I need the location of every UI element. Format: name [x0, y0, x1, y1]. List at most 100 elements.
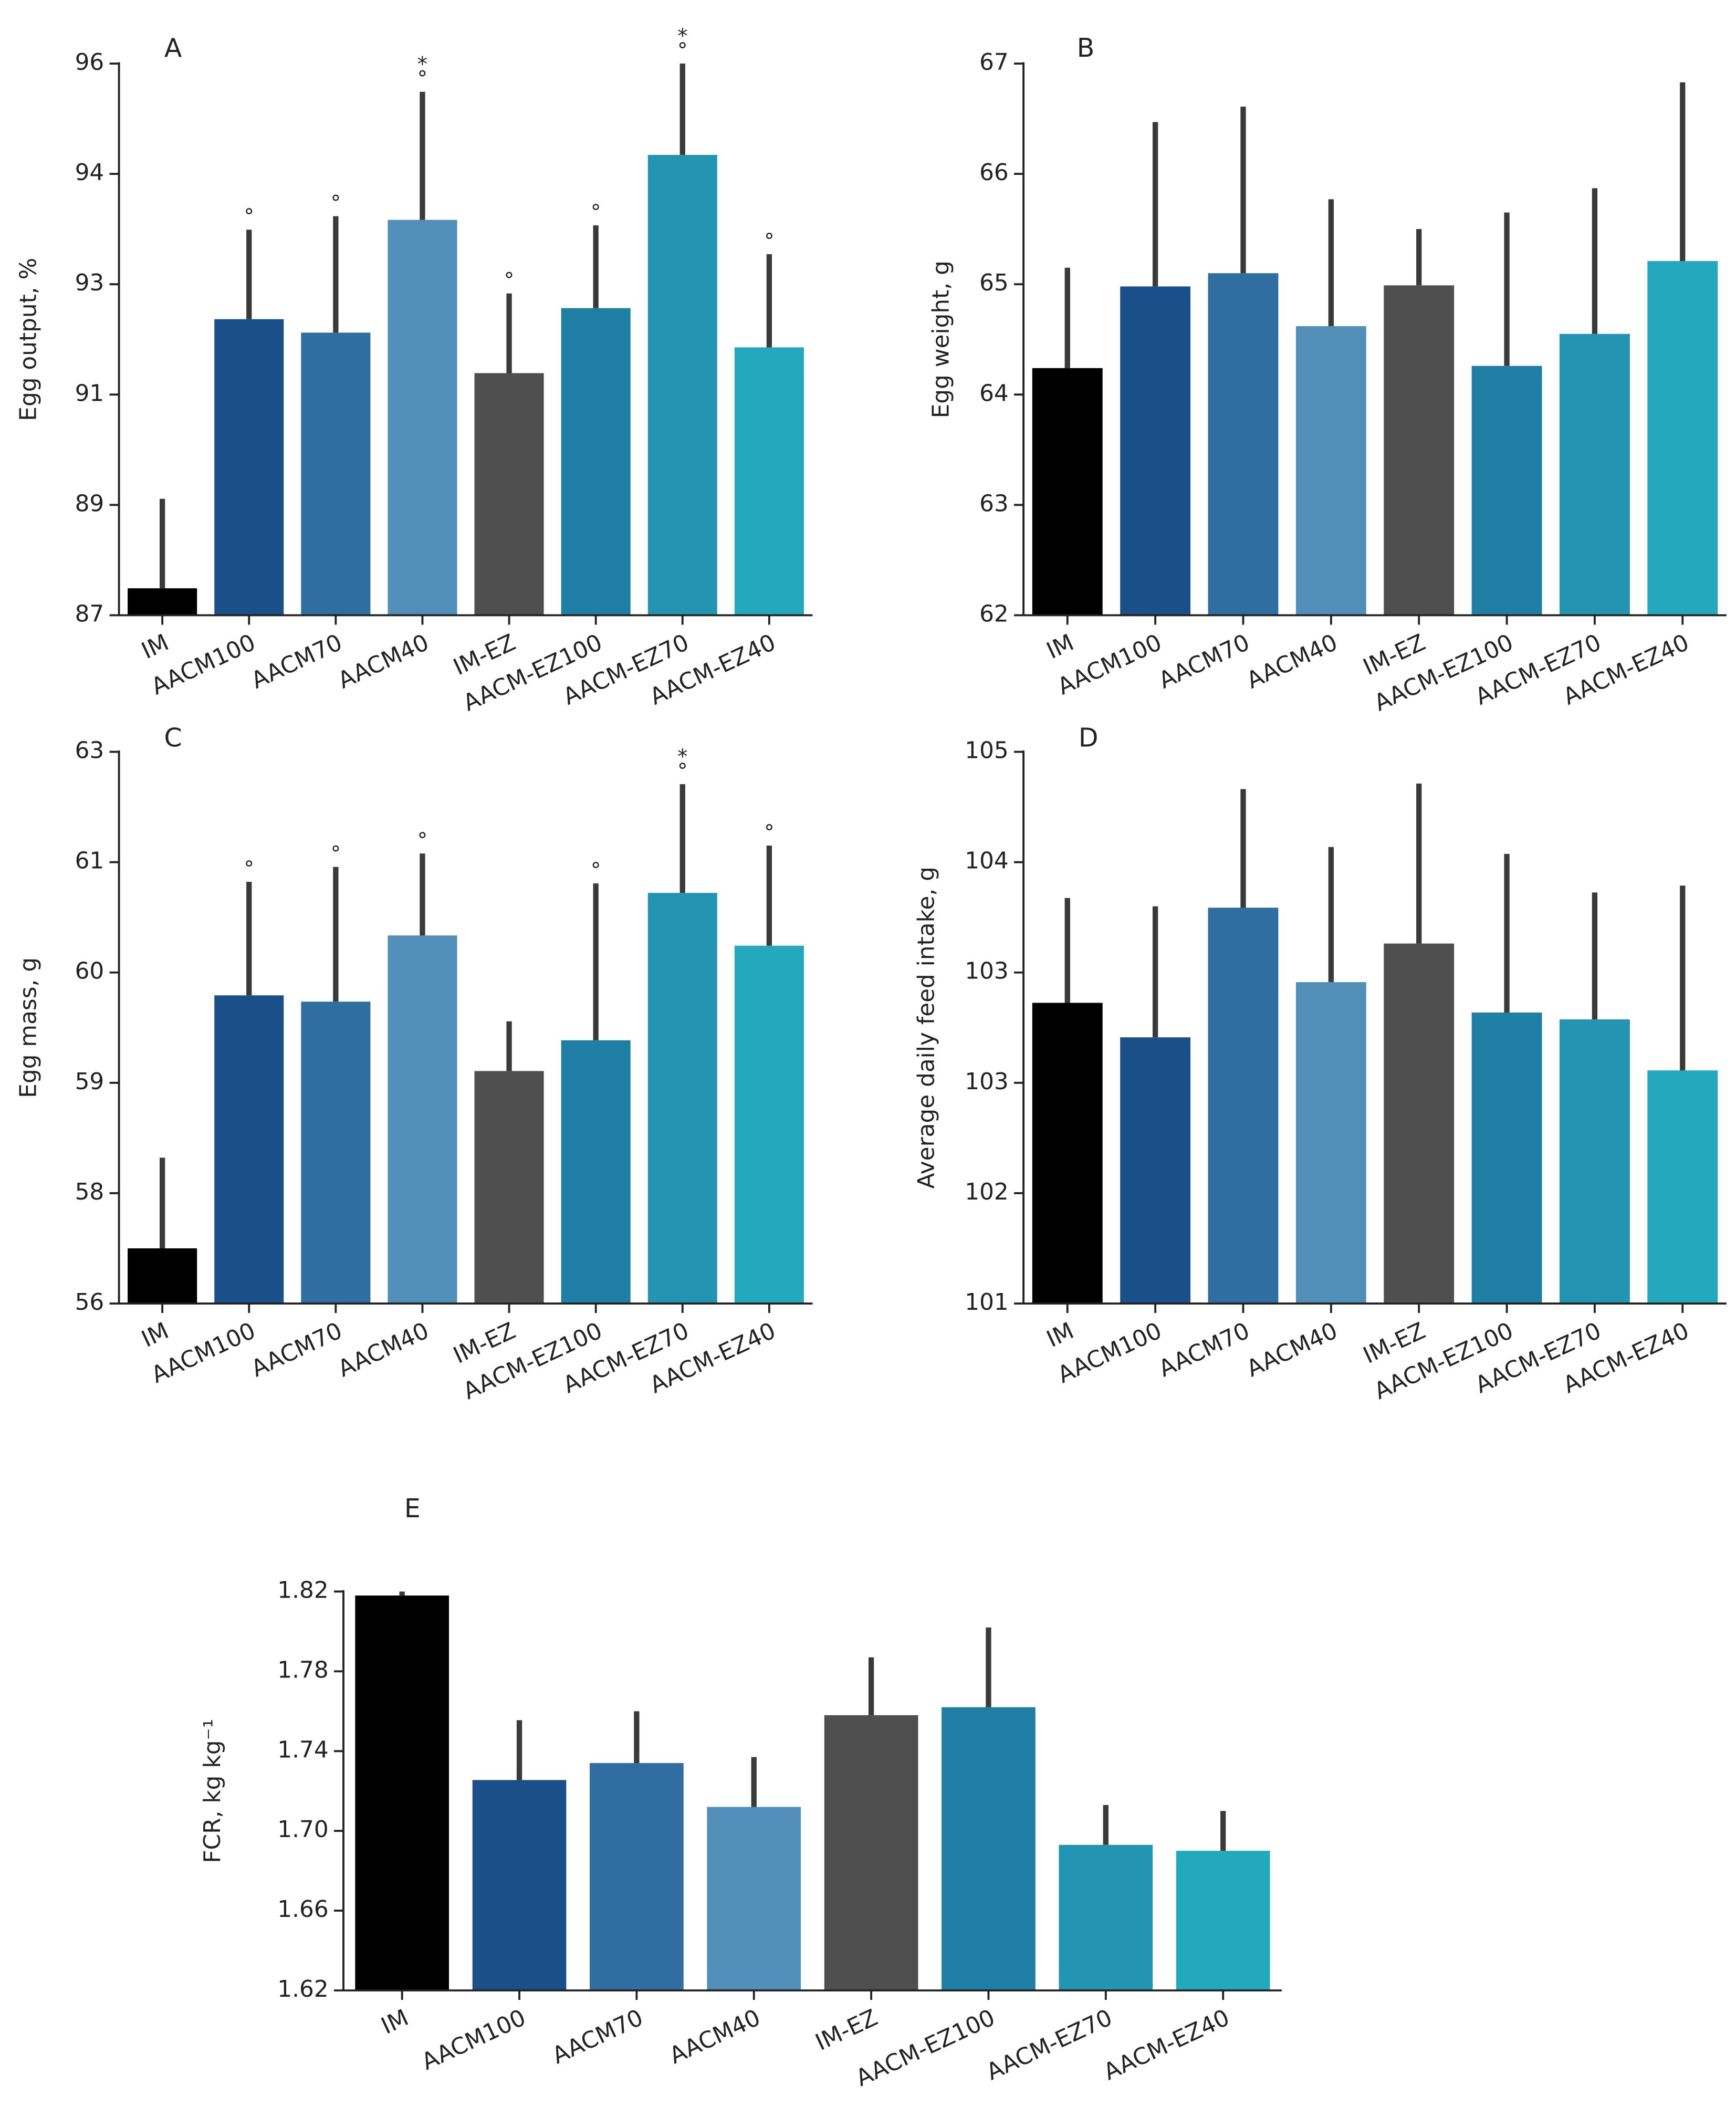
bar: [734, 945, 804, 1304]
significance-mark: °: [324, 842, 348, 856]
y-tick-label: 1.78: [277, 1656, 328, 1683]
y-tick-label: 87: [75, 601, 104, 628]
y-tick-label: 104: [965, 848, 1009, 874]
y-tick-label: 103: [965, 958, 1009, 985]
bar: [1032, 368, 1103, 616]
y-tick-label: 63: [979, 490, 1009, 517]
bar: [561, 308, 631, 616]
y-tick-label: 105: [965, 737, 1009, 764]
bar: [214, 995, 284, 1304]
bar: [388, 935, 457, 1304]
significance-mark: °: [584, 859, 608, 873]
x-tick-label: AACM40: [334, 1317, 433, 1382]
bar: [647, 893, 717, 1304]
significance-mark: °: [237, 857, 261, 871]
y-tick-label: 94: [75, 159, 104, 186]
bar: [301, 332, 371, 616]
x-tick-label: AACM70: [548, 2004, 647, 2069]
y-tick-label: 102: [965, 1179, 1009, 1205]
significance-mark: *°: [411, 53, 434, 81]
bar: [1384, 285, 1455, 616]
y-axis-label: Average daily feed intake, g: [913, 867, 939, 1189]
bar: [355, 1595, 449, 1991]
panel-label: C: [164, 723, 182, 753]
bar: [1059, 1844, 1153, 1991]
significance-mark: °: [757, 229, 781, 243]
y-tick-label: 65: [979, 269, 1009, 296]
x-tick-label: IM-EZ: [811, 2004, 882, 2056]
significance-mark: °: [497, 268, 521, 283]
y-axis-label: Egg mass, g: [15, 957, 42, 1098]
bar: [1208, 908, 1279, 1304]
bar: [214, 319, 284, 616]
bar: [1647, 261, 1718, 616]
significance-mark: *°: [671, 745, 694, 774]
significance-mark: °: [757, 821, 781, 835]
bar: [647, 154, 717, 616]
y-tick-label: 61: [75, 848, 104, 874]
x-tick-label: AACM70: [247, 629, 347, 694]
bar: [824, 1715, 918, 1991]
bar: [707, 1807, 801, 1991]
y-tick-label: 96: [75, 49, 104, 76]
bar: [1032, 1003, 1103, 1304]
significance-mark: °: [324, 191, 348, 205]
significance-mark: °: [237, 205, 261, 219]
x-tick-label: AACM40: [334, 629, 433, 694]
panel-label: E: [404, 1494, 421, 1524]
y-tick-label: 1.74: [277, 1736, 328, 1763]
y-tick-label: 63: [75, 737, 104, 764]
y-tick-label: 1.66: [277, 1896, 328, 1923]
y-tick-label: 64: [979, 380, 1009, 406]
bar: [1120, 1037, 1191, 1304]
y-tick-label: 56: [75, 1289, 104, 1316]
x-tick-label: AACM70: [1155, 1317, 1254, 1382]
y-tick-label: 89: [75, 490, 104, 517]
bar: [1295, 982, 1366, 1304]
bar: [474, 373, 544, 616]
bar: [561, 1040, 631, 1304]
significance-mark: °: [411, 829, 434, 843]
bar: [1559, 1019, 1630, 1304]
x-tick-label: IM: [1042, 629, 1078, 665]
bar: [734, 347, 804, 616]
bar: [1120, 286, 1191, 616]
x-tick-label: IM: [138, 629, 173, 665]
x-tick-label: AACM-EZ40: [1100, 2004, 1233, 2085]
bar: [1559, 333, 1630, 616]
bar: [1647, 1070, 1718, 1304]
bar: [590, 1763, 684, 1991]
y-tick-label: 101: [965, 1289, 1009, 1316]
y-tick-label: 91: [75, 380, 104, 406]
x-tick-label: AACM70: [247, 1317, 347, 1382]
y-tick-label: 58: [75, 1179, 104, 1205]
y-tick-label: 1.82: [277, 1577, 328, 1603]
x-tick-label: AACM70: [1155, 629, 1254, 694]
y-tick-label: 66: [979, 159, 1009, 186]
bar: [1384, 943, 1455, 1304]
x-tick-label: IM: [138, 1317, 173, 1353]
x-tick-label: AACM-EZ70: [982, 2004, 1116, 2085]
y-tick-label: 59: [75, 1068, 104, 1095]
bar: [1471, 366, 1542, 616]
y-axis-label: Egg output, %: [15, 258, 42, 421]
x-tick-label: AACM100: [417, 2004, 530, 2076]
bar: [1471, 1012, 1542, 1304]
panel-label: B: [1077, 33, 1095, 63]
bar: [472, 1780, 567, 1991]
x-tick-label: AACM40: [1242, 629, 1342, 694]
bar: [474, 1071, 544, 1304]
bar: [1176, 1851, 1270, 1991]
y-tick-label: 1.70: [277, 1816, 328, 1843]
y-tick-label: 93: [75, 269, 104, 296]
y-tick-label: 60: [75, 958, 104, 985]
bar: [942, 1707, 1036, 1991]
x-tick-label: IM: [377, 2004, 412, 2040]
y-tick-label: 103: [965, 1068, 1009, 1095]
bar: [128, 588, 197, 616]
significance-mark: °: [584, 201, 608, 215]
bar: [388, 220, 457, 616]
x-tick-label: AACM40: [1242, 1317, 1342, 1382]
